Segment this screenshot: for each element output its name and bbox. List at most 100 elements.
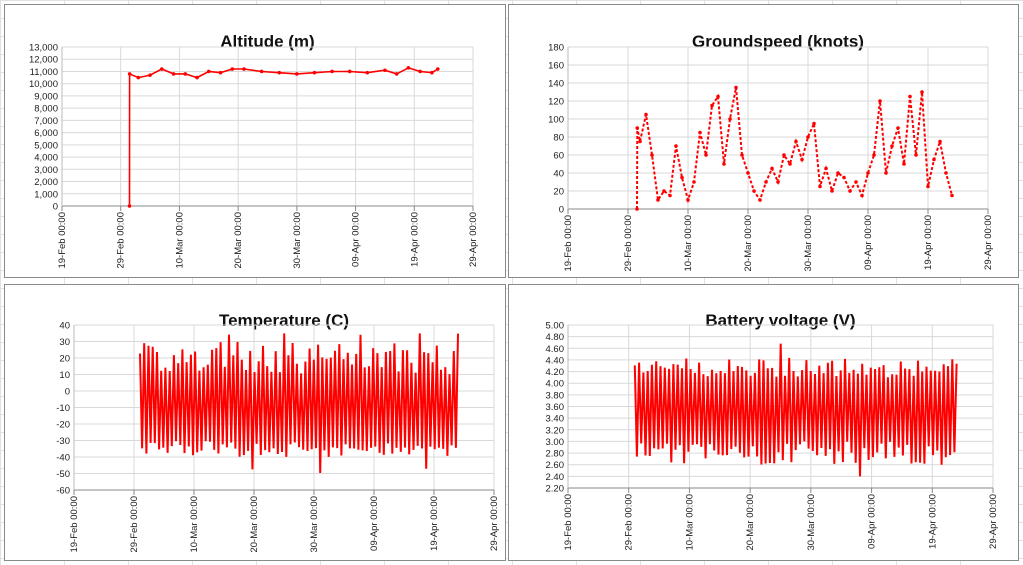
y-tick-label: 2.60: [546, 460, 565, 471]
x-tick-label: 10-Mar 00:00: [684, 494, 695, 551]
series-line: [139, 333, 459, 474]
x-tick-label: 19-Feb 00:00: [563, 215, 574, 272]
data-point: [127, 204, 132, 208]
data-point: [435, 67, 440, 71]
x-tick-label: 09-Apr 00:00: [351, 212, 362, 267]
y-tick-label: 3.80: [546, 390, 565, 401]
y-tick-label: 120: [548, 97, 564, 108]
y-tick-label: -10: [56, 403, 70, 414]
y-tick-label: -60: [56, 486, 70, 497]
data-point: [836, 171, 840, 175]
y-tick-label: 2.20: [546, 484, 565, 495]
data-point: [860, 193, 864, 198]
x-tick-label: 20-Mar 00:00: [233, 212, 244, 269]
x-tick-label: 09-Apr 00:00: [369, 496, 380, 551]
y-tick-label: 160: [548, 61, 564, 72]
y-tick-label: 2,000: [34, 177, 58, 188]
x-tick-label: 19-Feb 00:00: [69, 496, 80, 553]
y-tick-label: 8,000: [34, 104, 58, 115]
y-tick-label: 10: [59, 370, 70, 381]
data-point: [644, 112, 648, 117]
data-point: [788, 162, 792, 166]
x-tick-label: 20-Mar 00:00: [745, 494, 756, 551]
x-tick-label: 19-Apr 00:00: [409, 212, 420, 267]
data-point: [800, 157, 804, 162]
data-point: [782, 153, 786, 157]
data-point: [635, 126, 640, 130]
y-tick-label: 4,000: [34, 153, 58, 164]
data-point: [914, 153, 918, 157]
data-point: [872, 153, 876, 157]
data-point: [722, 162, 726, 166]
y-tick-label: 11,000: [30, 67, 58, 78]
data-point: [926, 184, 930, 189]
data-point: [710, 103, 714, 108]
data-point: [686, 198, 690, 202]
y-tick-label: 9,000: [34, 91, 58, 102]
y-tick-label: 80: [553, 133, 564, 144]
data-point: [242, 67, 246, 71]
y-tick-label: 30: [59, 337, 70, 348]
x-tick-label: 19-Feb 00:00: [563, 494, 574, 551]
data-point: [206, 69, 211, 74]
data-point: [430, 70, 434, 75]
data-point: [383, 68, 387, 73]
altitude-chart-panel[interactable]: Altitude (m) 0 1,000 2,000 3,000 4,000 5,000 6,…: [4, 4, 506, 278]
data-point: [770, 166, 774, 171]
x-tick-label: 30-Mar 00:00: [292, 212, 303, 269]
y-tick-label: 180: [548, 43, 564, 54]
data-point: [347, 69, 352, 74]
data-point: [295, 72, 299, 76]
data-point: [195, 75, 199, 80]
y-tick-label: 4.20: [546, 367, 565, 378]
data-point: [764, 180, 768, 184]
y-tick-label: 0: [559, 205, 564, 216]
data-point: [656, 198, 660, 202]
x-tick-label: 30-Mar 00:00: [806, 494, 817, 551]
data-point: [812, 121, 816, 126]
y-tick-label: 12,000: [29, 55, 58, 66]
battery-voltage-chart-panel[interactable]: Battery voltage (V) 2.20 2.40 2.60 2.80 3.00 3…: [508, 284, 1019, 561]
data-point: [668, 193, 672, 198]
data-point: [818, 184, 822, 189]
x-tick-label: 30-Mar 00:00: [309, 496, 320, 553]
temperature-chart-panel[interactable]: Temperature (C) -60 -50 -40 -30 -20 -10 0 10 20 30…: [4, 284, 506, 561]
data-point: [920, 90, 924, 94]
y-tick-label: 60: [553, 151, 564, 162]
data-point: [728, 117, 732, 121]
y-tick-label: 20: [553, 187, 564, 198]
data-point: [171, 72, 176, 76]
groundspeed-chart-panel[interactable]: Groundspeed (knots) 0 20 40 60 80 100 120 140 160…: [508, 4, 1019, 278]
data-point: [794, 139, 798, 144]
data-point: [854, 180, 858, 184]
x-tick-label: 19-Apr 00:00: [429, 496, 440, 551]
x-tick-label: 29-Apr 00:00: [468, 212, 479, 267]
y-tick-label: 5,000: [34, 140, 58, 151]
data-point: [866, 171, 870, 175]
x-tick-label: 19-Apr 00:00: [927, 494, 938, 549]
y-tick-label: 4.40: [546, 355, 565, 366]
data-point: [183, 72, 188, 76]
y-tick-label: 0: [53, 202, 58, 213]
y-tick-label: -40: [56, 453, 70, 464]
data-point: [884, 171, 888, 175]
chart-title: Groundspeed (knots): [692, 32, 864, 51]
data-point: [692, 180, 696, 184]
y-tick-label: 3.20: [546, 425, 565, 436]
x-tick-label: 20-Mar 00:00: [743, 215, 754, 272]
data-point: [842, 175, 846, 180]
y-tick-label: 140: [548, 79, 564, 90]
data-point: [638, 139, 642, 144]
data-point: [890, 144, 894, 148]
x-tick-label: 29-Feb 00:00: [116, 212, 127, 269]
x-tick-label: 19-Apr 00:00: [923, 215, 934, 270]
y-tick-label: 13,000: [29, 43, 58, 54]
data-point: [160, 67, 164, 71]
battery-voltage-chart: Battery voltage (V)2.202.402.602.803.003…: [546, 311, 1000, 551]
data-point: [680, 175, 684, 180]
data-point: [950, 193, 954, 198]
groundspeed-chart: Groundspeed (knots) 0 20 40 60 80 100 120 140 160…: [548, 32, 994, 272]
data-point: [259, 69, 264, 74]
y-tick-label: 3.40: [546, 414, 565, 425]
